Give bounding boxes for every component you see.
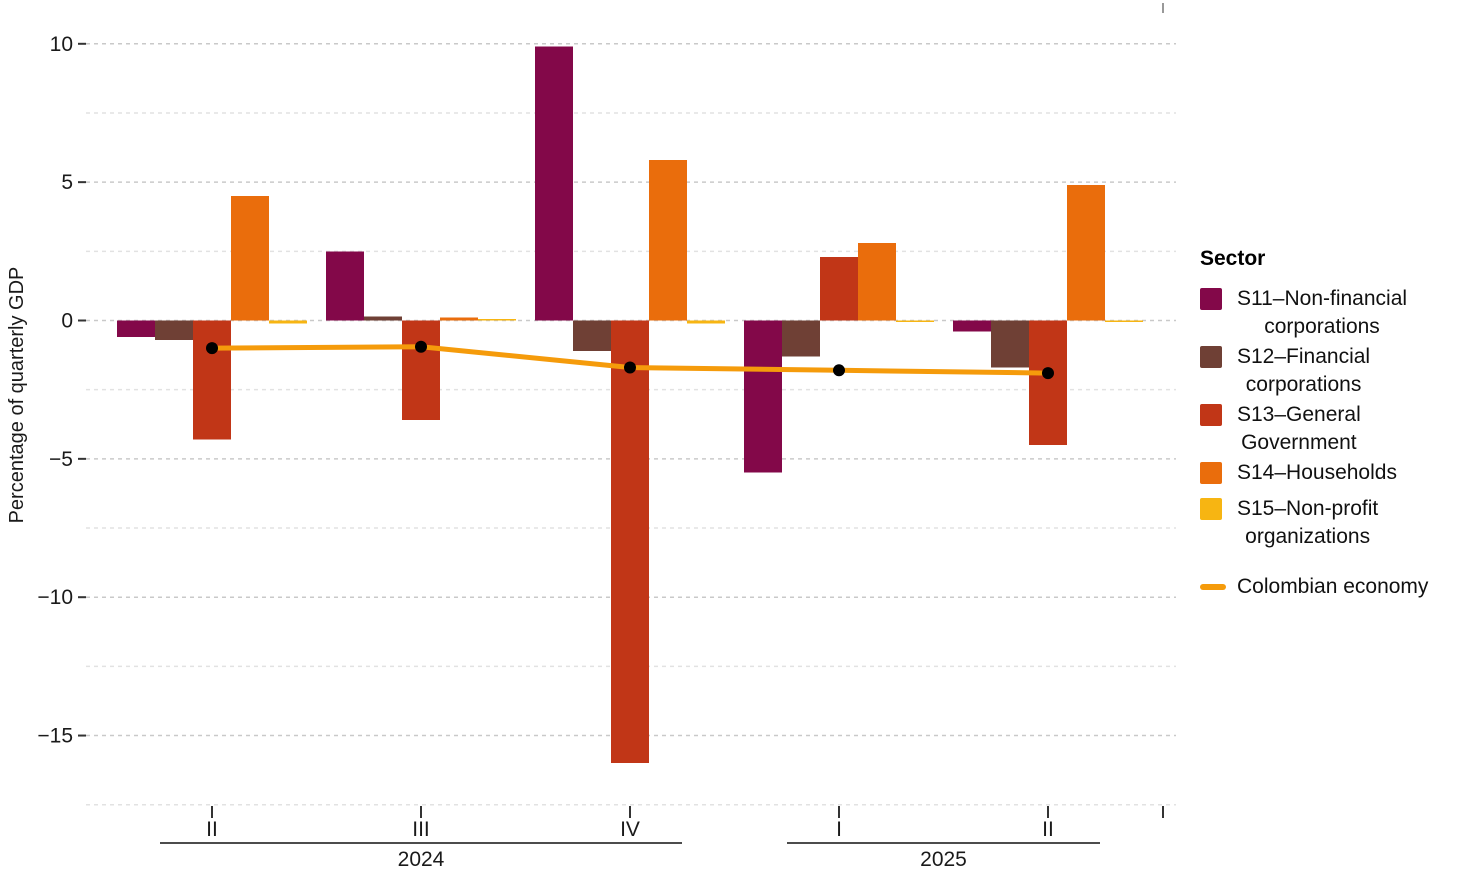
bar-s14-2025-q2 xyxy=(1067,184,1105,321)
y-tick-label: −10 xyxy=(37,586,73,609)
bar-s12-2025-q2 xyxy=(991,320,1029,368)
legend-line-label: Colombian economy xyxy=(1237,575,1429,598)
bar-s15-2025-q1 xyxy=(896,320,934,322)
s14-swatch-icon xyxy=(1200,462,1222,484)
year-label: 2024 xyxy=(398,848,445,871)
bar-s11-2025-q2 xyxy=(953,320,991,332)
legend-item-s15: S15–Non-profit organizations xyxy=(1200,495,1480,551)
bar-s15-2025-q2 xyxy=(1105,320,1143,322)
line-point xyxy=(624,361,636,374)
quarter-label: III xyxy=(412,818,430,841)
bar-s14-2025-q1 xyxy=(858,243,896,321)
legend-label-line: S11–Non-financial xyxy=(1237,287,1408,310)
s11-swatch-icon xyxy=(1200,288,1222,310)
legend-item-label: S12–Financial corporations xyxy=(1237,343,1370,399)
legend-item-label: S13–General Government xyxy=(1237,401,1361,457)
y-tick-label: 5 xyxy=(61,171,73,194)
y-axis-title: Percentage of quarterly GDP xyxy=(6,266,28,524)
s12-swatch-icon xyxy=(1200,346,1222,368)
bar-s15-2024-q3 xyxy=(478,319,516,321)
bar-s13-2025-q1 xyxy=(820,256,858,321)
legend-item-s13: S13–General Government xyxy=(1200,401,1480,457)
s15-swatch-icon xyxy=(1200,498,1222,520)
bar-s15-2024-q4 xyxy=(687,320,725,324)
legend-item-label: S11–Non-financial corporations xyxy=(1237,285,1407,341)
legend-item-label: S14–Households xyxy=(1237,459,1397,487)
year-label: 2025 xyxy=(920,848,967,871)
bar-s13-2024-q2 xyxy=(193,320,231,440)
line-swatch-icon xyxy=(1200,584,1226,590)
bar-s12-2024-q2 xyxy=(155,320,193,340)
bar-s11-2024-q3 xyxy=(326,251,364,321)
legend-label-line: Government xyxy=(1241,431,1357,454)
legend-item-label: S15–Non-profit organizations xyxy=(1237,495,1378,551)
line-point xyxy=(415,340,427,353)
bar-s12-2024-q3 xyxy=(364,316,402,321)
legend-label-line: corporations xyxy=(1264,315,1380,338)
legend-label-line: corporations xyxy=(1245,373,1362,396)
legend-item-s14: S14–Households xyxy=(1200,459,1480,487)
y-tick-label: 0 xyxy=(61,310,73,333)
bar-s13-2024-q4 xyxy=(611,320,649,764)
bar-s13-2024-q3 xyxy=(402,320,440,421)
line-point xyxy=(1042,367,1054,380)
legend-item-s11: S11–Non-financial corporations xyxy=(1200,285,1480,341)
bar-s12-2025-q1 xyxy=(782,320,820,357)
line-point xyxy=(206,342,218,355)
bar-s13-2025-q2 xyxy=(1029,320,1067,446)
legend: Sector S11–Non-financial corporations S12–… xyxy=(1200,247,1480,599)
legend-title: Sector xyxy=(1200,247,1266,270)
bar-s14-2024-q3 xyxy=(440,317,478,321)
quarter-label: II xyxy=(1042,818,1054,841)
legend-label-line: S14–Households xyxy=(1237,461,1397,484)
bar-s11-2024-q2 xyxy=(117,320,155,338)
legend-label-line: organizations xyxy=(1245,525,1371,548)
bar-s11-2025-q1 xyxy=(744,320,782,473)
bar-s14-2024-q2 xyxy=(231,195,269,321)
s13-swatch-icon xyxy=(1200,404,1222,426)
line-point xyxy=(833,364,845,377)
legend-label-line: S13–General xyxy=(1237,403,1361,426)
bar-s15-2024-q2 xyxy=(269,320,307,324)
legend-item-s12: S12–Financial corporations xyxy=(1200,343,1480,399)
y-tick-label: −15 xyxy=(37,725,73,748)
bar-s11-2024-q4 xyxy=(535,46,573,321)
legend-label-line: S15–Non-profit xyxy=(1237,497,1379,520)
quarter-label: IV xyxy=(620,818,640,841)
legend-label-line: S12–Financial xyxy=(1237,345,1371,368)
bar-s12-2024-q4 xyxy=(573,320,611,351)
y-tick-label: 10 xyxy=(50,33,73,56)
bar-s14-2024-q4 xyxy=(649,160,687,321)
quarter-label: II xyxy=(206,818,218,841)
legend-items: S11–Non-financial corporations S12–Financi… xyxy=(1200,285,1480,551)
y-tick-label: −5 xyxy=(49,448,73,471)
quarter-label: I xyxy=(836,818,842,841)
legend-item-colombian-economy: Colombian economy xyxy=(1200,575,1480,599)
